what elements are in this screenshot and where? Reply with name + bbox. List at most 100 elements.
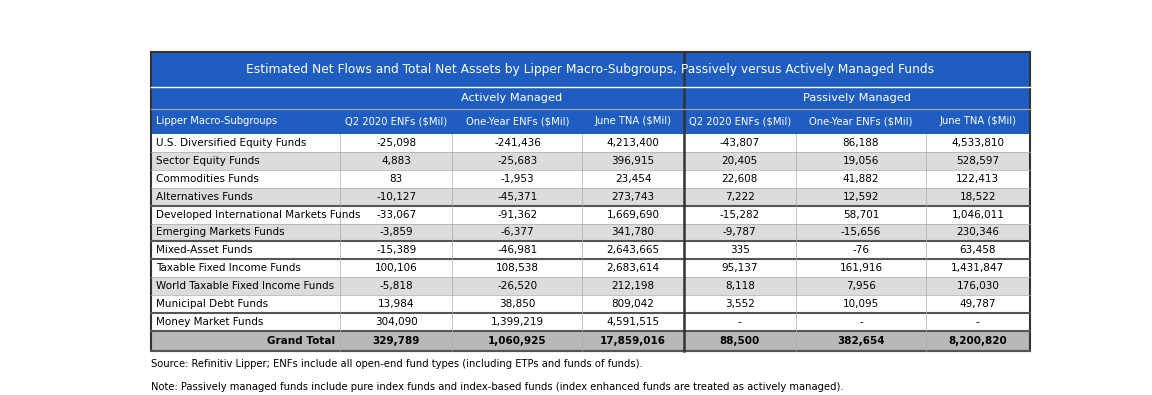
Text: Sector Equity Funds: Sector Equity Funds: [157, 156, 260, 166]
Text: June TNA ($Mil): June TNA ($Mil): [939, 116, 1016, 126]
Bar: [151, 188, 1030, 205]
Text: -1,953: -1,953: [501, 174, 535, 184]
Text: June TNA ($Mil): June TNA ($Mil): [594, 116, 672, 126]
Text: 41,882: 41,882: [843, 174, 879, 184]
Text: 18,522: 18,522: [960, 192, 996, 201]
Bar: [151, 134, 1030, 152]
Text: 809,042: 809,042: [612, 299, 654, 309]
Text: 4,591,515: 4,591,515: [606, 317, 660, 327]
Bar: [151, 224, 1030, 241]
Text: 341,780: 341,780: [612, 228, 654, 237]
Text: 304,090: 304,090: [374, 317, 418, 327]
Text: 49,787: 49,787: [960, 299, 996, 309]
Text: Grand Total: Grand Total: [266, 336, 335, 346]
Text: -3,859: -3,859: [379, 228, 414, 237]
Text: 329,789: 329,789: [372, 336, 420, 346]
Text: -25,683: -25,683: [498, 156, 538, 166]
Text: -15,282: -15,282: [720, 209, 760, 220]
Text: 23,454: 23,454: [615, 174, 651, 184]
Text: -33,067: -33,067: [377, 209, 416, 220]
Text: Note: Passively managed funds include pure index funds and index-based funds (in: Note: Passively managed funds include pu…: [151, 382, 843, 392]
Text: Commodities Funds: Commodities Funds: [157, 174, 259, 184]
Text: 3,552: 3,552: [725, 299, 755, 309]
Text: 161,916: 161,916: [840, 263, 882, 273]
Text: -45,371: -45,371: [498, 192, 538, 201]
Text: Developed International Markets Funds: Developed International Markets Funds: [157, 209, 361, 220]
Bar: [151, 52, 1030, 87]
Text: 122,413: 122,413: [956, 174, 1000, 184]
Text: 63,458: 63,458: [960, 245, 996, 256]
Text: Taxable Fixed Income Funds: Taxable Fixed Income Funds: [157, 263, 302, 273]
Text: -: -: [859, 317, 863, 327]
Text: 22,608: 22,608: [721, 174, 758, 184]
Text: Q2 2020 ENFs ($Mil): Q2 2020 ENFs ($Mil): [689, 116, 790, 126]
Text: 4,533,810: 4,533,810: [952, 138, 1005, 148]
Text: 273,743: 273,743: [612, 192, 654, 201]
Text: 1,431,847: 1,431,847: [952, 263, 1005, 273]
Text: 10,095: 10,095: [843, 299, 879, 309]
Text: -: -: [976, 317, 979, 327]
Text: 20,405: 20,405: [721, 156, 758, 166]
Bar: [151, 241, 1030, 260]
Bar: [151, 109, 1030, 134]
Text: -91,362: -91,362: [498, 209, 538, 220]
Text: -15,389: -15,389: [376, 245, 416, 256]
Text: 1,060,925: 1,060,925: [488, 336, 547, 346]
Text: -76: -76: [852, 245, 870, 256]
Text: 2,643,665: 2,643,665: [606, 245, 660, 256]
Bar: [151, 170, 1030, 188]
Text: 88,500: 88,500: [720, 336, 760, 346]
Text: -5,818: -5,818: [379, 281, 414, 291]
Text: 212,198: 212,198: [612, 281, 654, 291]
Text: 100,106: 100,106: [374, 263, 418, 273]
Text: Passively Managed: Passively Managed: [803, 93, 910, 103]
Text: -25,098: -25,098: [377, 138, 416, 148]
Text: -15,656: -15,656: [841, 228, 881, 237]
Text: Money Market Funds: Money Market Funds: [157, 317, 264, 327]
Text: 528,597: 528,597: [956, 156, 1000, 166]
Text: Alternatives Funds: Alternatives Funds: [157, 192, 253, 201]
Bar: [151, 313, 1030, 331]
Text: 2,683,614: 2,683,614: [606, 263, 660, 273]
Text: -46,981: -46,981: [498, 245, 538, 256]
Text: 1,399,219: 1,399,219: [491, 317, 544, 327]
Bar: [151, 260, 1030, 277]
Text: One-Year ENFs ($Mil): One-Year ENFs ($Mil): [465, 116, 569, 126]
Text: 7,956: 7,956: [846, 281, 876, 291]
Text: 176,030: 176,030: [956, 281, 999, 291]
Text: Municipal Debt Funds: Municipal Debt Funds: [157, 299, 268, 309]
Text: 86,188: 86,188: [843, 138, 879, 148]
Text: -9,787: -9,787: [723, 228, 757, 237]
Bar: [151, 331, 1030, 351]
Text: 83: 83: [389, 174, 403, 184]
Text: Q2 2020 ENFs ($Mil): Q2 2020 ENFs ($Mil): [346, 116, 447, 126]
Text: Emerging Markets Funds: Emerging Markets Funds: [157, 228, 286, 237]
Text: -6,377: -6,377: [501, 228, 535, 237]
Text: 95,137: 95,137: [721, 263, 758, 273]
Text: 1,046,011: 1,046,011: [952, 209, 1005, 220]
Text: Estimated Net Flows and Total Net Assets by Lipper Macro-Subgroups, Passively ve: Estimated Net Flows and Total Net Assets…: [247, 63, 934, 76]
Bar: [151, 152, 1030, 170]
Text: Source: Refinitiv Lipper; ENFs include all open-end fund types (including ETPs a: Source: Refinitiv Lipper; ENFs include a…: [151, 359, 643, 369]
Text: 382,654: 382,654: [838, 336, 885, 346]
Text: -10,127: -10,127: [377, 192, 416, 201]
Text: 108,538: 108,538: [497, 263, 539, 273]
Text: U.S. Diversified Equity Funds: U.S. Diversified Equity Funds: [157, 138, 306, 148]
Text: 19,056: 19,056: [843, 156, 879, 166]
Text: 335: 335: [730, 245, 750, 256]
Bar: [151, 295, 1030, 313]
Text: 38,850: 38,850: [499, 299, 536, 309]
Text: 4,213,400: 4,213,400: [607, 138, 659, 148]
Text: 58,701: 58,701: [843, 209, 879, 220]
Text: 1,669,690: 1,669,690: [606, 209, 659, 220]
Text: -: -: [738, 317, 742, 327]
Text: -26,520: -26,520: [498, 281, 538, 291]
Text: Lipper Macro-Subgroups: Lipper Macro-Subgroups: [157, 116, 278, 126]
Text: Actively Managed: Actively Managed: [461, 93, 562, 103]
Text: 396,915: 396,915: [612, 156, 654, 166]
Text: -241,436: -241,436: [494, 138, 541, 148]
Text: 17,859,016: 17,859,016: [600, 336, 666, 346]
Text: One-Year ENFs ($Mil): One-Year ENFs ($Mil): [810, 116, 912, 126]
Text: Mixed-Asset Funds: Mixed-Asset Funds: [157, 245, 253, 256]
Text: 12,592: 12,592: [843, 192, 879, 201]
